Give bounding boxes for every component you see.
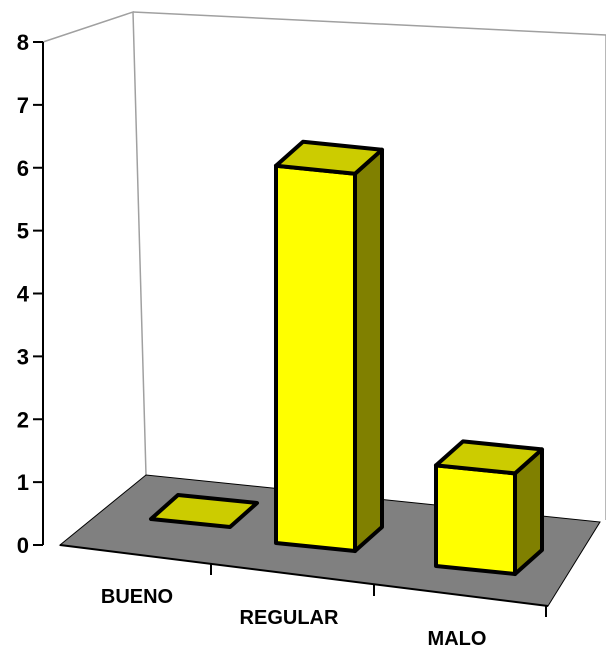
x-tick-label-bueno: BUENO <box>101 586 173 608</box>
x-tick-label-malo: MALO <box>428 628 487 650</box>
back-wall-outline <box>133 12 606 35</box>
bar-front-face <box>436 465 515 574</box>
y-tick-label: 1 <box>17 470 29 495</box>
bar-side-face <box>355 150 382 551</box>
y-tick-label: 7 <box>17 93 29 118</box>
y-tick-label: 6 <box>17 156 29 181</box>
y-axis-ticks: 0 1 2 3 4 5 6 7 8 <box>17 30 43 558</box>
bar-malo <box>436 441 542 574</box>
bar-front-face <box>276 166 355 551</box>
y-tick-label: 2 <box>17 407 29 432</box>
left-wall-outline <box>43 12 146 475</box>
bars <box>151 142 542 574</box>
y-tick-label: 8 <box>17 30 29 55</box>
y-tick-label: 3 <box>17 344 29 369</box>
y-tick-label: 4 <box>17 282 30 307</box>
x-tick-label-regular: REGULAR <box>240 607 339 629</box>
y-tick-label: 0 <box>17 533 29 558</box>
bar-regular <box>276 142 382 551</box>
y-tick-label: 5 <box>17 219 29 244</box>
